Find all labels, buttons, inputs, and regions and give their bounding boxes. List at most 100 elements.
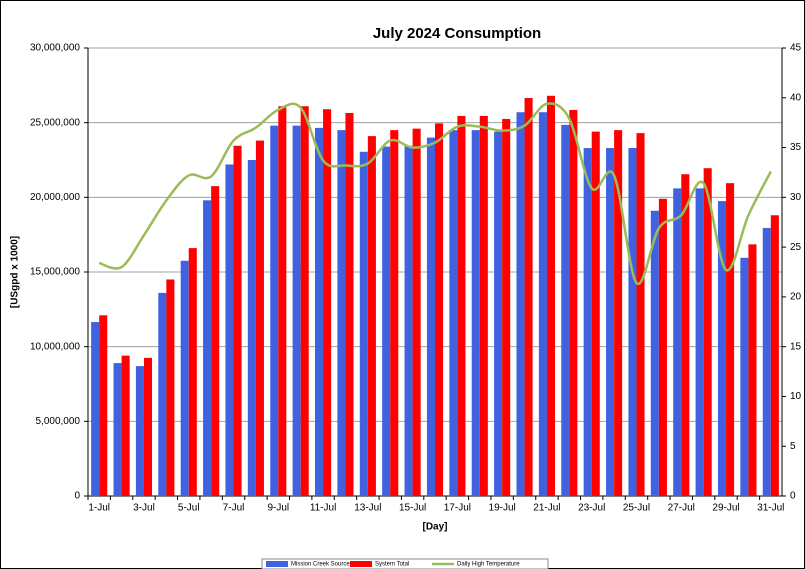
y-tick-label: 15,000,000 bbox=[30, 267, 80, 278]
bar bbox=[435, 123, 444, 496]
legend-label: System Total bbox=[375, 562, 409, 568]
bar bbox=[315, 127, 324, 496]
bar bbox=[426, 137, 435, 496]
bar bbox=[524, 98, 533, 496]
bar bbox=[748, 244, 757, 496]
bar bbox=[569, 109, 578, 497]
bar bbox=[546, 95, 555, 496]
bar bbox=[121, 355, 130, 496]
bar bbox=[278, 106, 287, 497]
y2-tick-label: 35 bbox=[790, 142, 802, 153]
y2-tick-label: 5 bbox=[790, 441, 796, 452]
x-tick-label: 25-Jul bbox=[623, 503, 650, 514]
bar bbox=[404, 145, 413, 496]
y-tick-label: 25,000,000 bbox=[30, 117, 80, 128]
bar bbox=[300, 106, 309, 497]
chart-title: July 2024 Consumption bbox=[373, 25, 541, 42]
bar bbox=[99, 315, 108, 496]
bar bbox=[538, 112, 547, 497]
y-tick-label: 0 bbox=[74, 491, 80, 502]
y2-tick-label: 15 bbox=[790, 341, 802, 352]
x-tick-label: 17-Jul bbox=[444, 503, 471, 514]
legend-label: Daily High Temperature bbox=[457, 562, 520, 568]
bar bbox=[135, 366, 144, 496]
bar bbox=[113, 363, 122, 496]
bar bbox=[457, 115, 466, 497]
y-axis-label: [USgpd x 1000] bbox=[10, 236, 21, 308]
x-tick-label: 1-Jul bbox=[88, 503, 110, 514]
y2-tick-label: 45 bbox=[790, 43, 802, 54]
y2-tick-label: 10 bbox=[790, 391, 802, 402]
y2-tick-label: 40 bbox=[790, 92, 802, 103]
y-tick-label: 30,000,000 bbox=[30, 43, 80, 54]
x-tick-label: 27-Jul bbox=[668, 503, 695, 514]
legend-swatch bbox=[266, 561, 288, 567]
bar bbox=[695, 188, 704, 496]
bar bbox=[583, 148, 592, 496]
bar bbox=[359, 151, 368, 496]
x-tick-label: 11-Jul bbox=[310, 503, 337, 514]
x-tick-label: 7-Jul bbox=[223, 503, 245, 514]
bar bbox=[255, 140, 264, 496]
y-tick-label: 20,000,000 bbox=[30, 192, 80, 203]
bar bbox=[561, 124, 570, 496]
bar bbox=[762, 227, 771, 497]
bar bbox=[337, 130, 346, 496]
bar bbox=[412, 128, 421, 496]
bar bbox=[166, 279, 175, 496]
bar bbox=[211, 186, 220, 496]
bar bbox=[180, 260, 189, 496]
bar bbox=[449, 130, 458, 496]
bar bbox=[770, 215, 779, 496]
y-tick-label: 5,000,000 bbox=[36, 416, 81, 427]
line bbox=[98, 102, 772, 286]
bar bbox=[188, 248, 197, 496]
y2-tick-label: 30 bbox=[790, 192, 802, 203]
x-tick-label: 5-Jul bbox=[178, 503, 200, 514]
bar bbox=[591, 131, 600, 497]
legend-box bbox=[261, 558, 549, 569]
bar bbox=[650, 210, 659, 497]
bar bbox=[494, 131, 503, 497]
bar bbox=[479, 115, 488, 497]
bar bbox=[158, 292, 167, 496]
bar bbox=[323, 109, 332, 496]
bar bbox=[233, 145, 242, 496]
y2-tick-label: 20 bbox=[790, 292, 802, 303]
bar bbox=[628, 148, 637, 496]
bar bbox=[606, 148, 615, 496]
x-tick-label: 19-Jul bbox=[489, 503, 516, 514]
y2-tick-label: 0 bbox=[790, 491, 796, 502]
bar bbox=[502, 118, 511, 496]
bar bbox=[673, 188, 682, 496]
bar bbox=[367, 136, 376, 496]
bar bbox=[740, 257, 749, 496]
bar bbox=[726, 183, 735, 496]
bar bbox=[703, 168, 712, 497]
bar bbox=[382, 146, 391, 496]
y2-tick-label: 25 bbox=[790, 242, 802, 253]
x-tick-label: 31-Jul bbox=[757, 503, 784, 514]
x-tick-label: 13-Jul bbox=[354, 503, 381, 514]
x-tick-label: 15-Jul bbox=[399, 503, 426, 514]
bar bbox=[345, 112, 354, 497]
bar bbox=[143, 357, 153, 496]
x-tick-label: 23-Jul bbox=[578, 503, 605, 514]
legend-swatch bbox=[350, 561, 372, 567]
bar bbox=[270, 125, 279, 497]
bar bbox=[681, 174, 690, 497]
bar bbox=[390, 130, 399, 496]
bar bbox=[471, 130, 480, 496]
bar bbox=[203, 200, 212, 496]
x-tick-label: 9-Jul bbox=[267, 503, 289, 514]
legend-label: Mission Creek Source bbox=[291, 562, 350, 568]
bar bbox=[91, 322, 100, 496]
x-tick-label: 29-Jul bbox=[712, 503, 739, 514]
bar bbox=[225, 164, 234, 497]
bar bbox=[614, 130, 623, 496]
bar bbox=[292, 125, 301, 497]
bar bbox=[636, 133, 645, 496]
bar bbox=[717, 201, 727, 497]
